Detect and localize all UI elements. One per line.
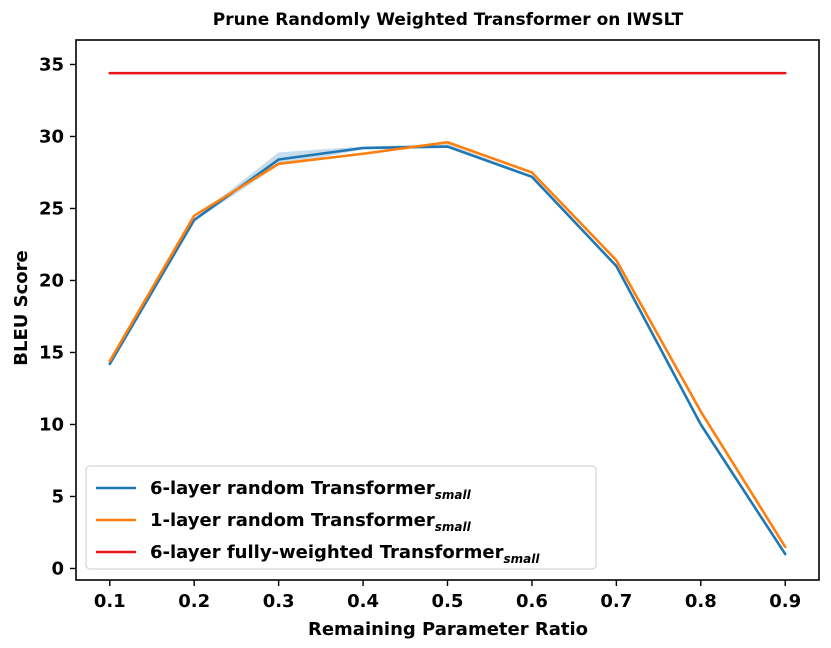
y-tick-label: 35 xyxy=(39,54,64,75)
legend-label: 1-layer random Transformersmall xyxy=(150,510,472,534)
y-tick-label: 20 xyxy=(39,270,64,291)
chart-title: Prune Randomly Weighted Transformer on I… xyxy=(213,10,684,30)
legend: 6-layer random Transformersmall 1-layer r… xyxy=(85,465,597,570)
series-line-2 xyxy=(108,140,787,549)
legend-label-subscript: small xyxy=(503,552,540,566)
legend-label: 6-layer fully-weighted Transformersmall xyxy=(150,542,540,566)
x-tick-label: 0.6 xyxy=(516,591,548,612)
y-tick-label: 0 xyxy=(51,558,64,579)
y-axis-ticks: 0 5 10 15 20 25 30 35 xyxy=(39,54,76,579)
legend-box xyxy=(85,465,597,570)
x-tick-label: 0.4 xyxy=(347,591,379,612)
x-tick-label: 0.1 xyxy=(94,591,126,612)
y-axis-label: BLEU Score xyxy=(11,250,32,365)
x-tick-label: 0.7 xyxy=(600,591,632,612)
x-tick-label: 0.3 xyxy=(263,591,295,612)
x-tick-label: 0.8 xyxy=(685,591,717,612)
legend-label-subscript: small xyxy=(435,488,472,502)
x-tick-label: 0.9 xyxy=(769,591,801,612)
y-tick-label: 25 xyxy=(39,198,64,219)
x-tick-label: 0.2 xyxy=(178,591,210,612)
x-tick-label: 0.5 xyxy=(432,591,464,612)
legend-label-subscript: small xyxy=(435,520,472,534)
legend-label: 6-layer random Transformersmall xyxy=(150,478,472,502)
y-tick-label: 10 xyxy=(39,414,64,435)
y-tick-label: 30 xyxy=(39,126,64,147)
x-axis-label: Remaining Parameter Ratio xyxy=(308,619,588,640)
series-layer xyxy=(108,71,787,556)
y-tick-label: 5 xyxy=(51,486,64,507)
x-axis-ticks: 0.1 0.2 0.3 0.4 0.5 0.6 0.7 0.8 0.9 xyxy=(94,580,801,612)
y-tick-label: 15 xyxy=(39,342,64,363)
